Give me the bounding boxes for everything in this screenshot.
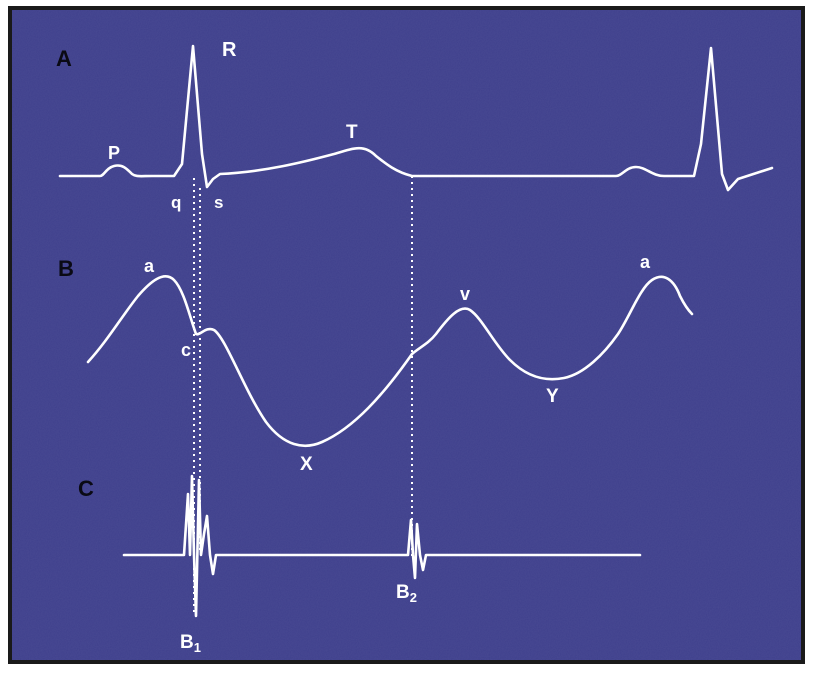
jugular-venous-panel: B a c X v Y a [58,252,694,475]
label-r-wave: R [222,39,237,61]
label-c-wave: c [181,340,191,360]
label-p-wave: P [108,143,120,163]
label-v-wave: v [460,284,470,304]
heart-sounds-panel: C B1 B2 [78,474,642,655]
section-label-b: B [58,256,74,281]
diagram-frame: A P R q s T B a c X v Y a C B1 B2 [8,6,805,664]
label-a-wave: a [144,256,155,276]
ecg-panel: A P R q s T [56,39,774,212]
background-texture [12,10,801,660]
label-t-wave: T [346,122,358,143]
phonocardiogram-trace [122,474,642,618]
label-x-descent: X [300,454,313,475]
label-s1-sound: B1 [180,632,201,655]
ecg-trace [58,44,774,192]
section-label-a: A [56,46,72,71]
label-y-descent: Y [546,386,559,407]
label-s2-sound: B2 [396,582,417,605]
label-q-wave: q [171,193,181,212]
label-a-wave-second: a [640,252,651,272]
venous-pressure-trace [86,275,694,448]
cardiac-cycle-diagram: A P R q s T B a c X v Y a C B1 B2 [12,10,801,660]
section-label-c: C [78,476,94,501]
label-s-wave: s [214,193,223,212]
